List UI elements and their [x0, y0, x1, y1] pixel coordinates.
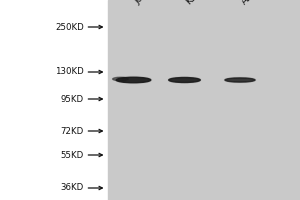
- Ellipse shape: [112, 77, 128, 81]
- Ellipse shape: [116, 76, 152, 84]
- Ellipse shape: [225, 78, 255, 82]
- Ellipse shape: [168, 77, 201, 83]
- Text: 130KD: 130KD: [55, 68, 84, 76]
- Text: 36KD: 36KD: [61, 184, 84, 192]
- Text: K562: K562: [184, 0, 207, 6]
- Bar: [108, 0, 300, 200]
- Text: 55KD: 55KD: [61, 150, 84, 160]
- Ellipse shape: [116, 77, 151, 83]
- Text: 72KD: 72KD: [61, 127, 84, 136]
- Text: Jurkat: Jurkat: [134, 0, 158, 6]
- Text: 95KD: 95KD: [61, 95, 84, 104]
- Ellipse shape: [224, 77, 256, 83]
- Ellipse shape: [169, 77, 200, 82]
- Text: A549: A549: [240, 0, 263, 6]
- Text: 250KD: 250KD: [55, 22, 84, 31]
